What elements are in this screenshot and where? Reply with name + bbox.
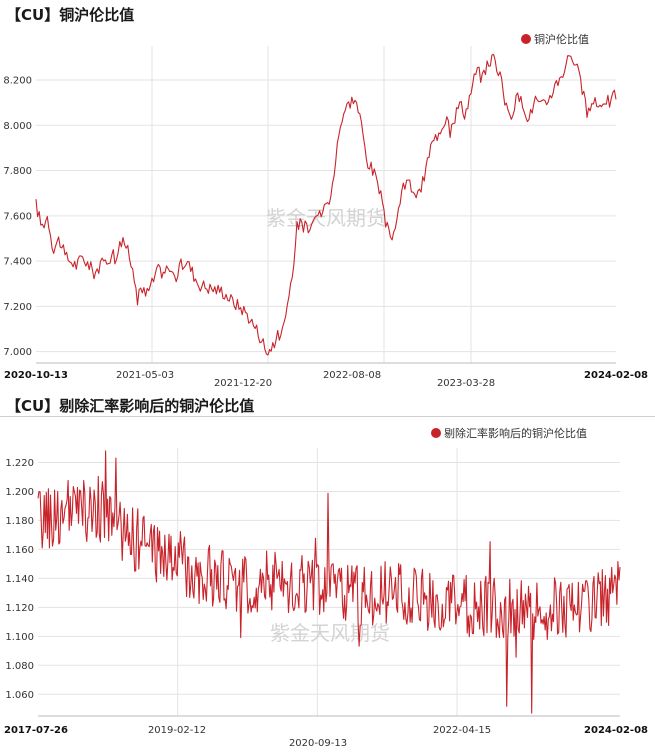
legend-label: 剔除汇率影响后的铜沪伦比值 [444,426,587,440]
x-tick-label: 2024-02-08 [584,725,648,736]
y-tick-label: 7.400 [3,257,32,268]
chart-1-plot: 7.000 7.200 7.400 7.600 7.800 8.000 8.200 2020-… [3,32,648,389]
series-line [37,450,621,714]
x-tick-label: 2021-05-03 [116,370,174,381]
divider [0,416,655,417]
y-tick-label: 1.100 [5,632,34,643]
y-tick-label: 1.140 [5,574,34,585]
chart-title: 【CU】铜沪伦比值 [6,6,135,24]
y-tick-label: 7.800 [3,166,32,177]
y-tick-label: 8.200 [3,75,32,86]
x-tick-label: 2019-02-12 [148,725,206,736]
x-tick-label: 2020-09-13 [289,738,347,749]
y-tick-label: 7.200 [3,302,32,313]
legend-marker [521,34,531,44]
y-tick-label: 8.000 [3,121,32,132]
x-tick-label: 2022-08-08 [323,370,381,381]
y-tick-label: 1.220 [5,458,34,469]
legend-marker [431,428,441,438]
x-tick-label: 2020-10-13 [4,370,68,381]
x-tick-label: 2017-07-26 [4,725,68,736]
series-line [35,53,617,356]
watermark: 紫金天风期货 [266,206,386,230]
x-tick-label: 2021-12-20 [214,378,272,389]
x-tick-label: 2024-02-08 [584,370,648,381]
y-tick-label: 7.600 [3,211,32,222]
y-tick-label: 1.160 [5,545,34,556]
y-tick-label: 1.180 [5,516,34,527]
y-tick-label: 1.080 [5,661,34,672]
y-tick-label: 7.000 [3,347,32,358]
chart-title: 【CU】剔除汇率影响后的铜沪伦比值 [6,397,255,415]
y-tick-label: 1.060 [5,690,34,701]
legend-label: 铜沪伦比值 [534,32,589,46]
x-tick-label: 2023-03-28 [437,378,495,389]
x-tick-label: 2022-04-15 [433,725,491,736]
y-tick-label: 1.120 [5,603,34,614]
watermark: 紫金天风期货 [270,621,390,645]
y-tick-label: 1.200 [5,487,34,498]
